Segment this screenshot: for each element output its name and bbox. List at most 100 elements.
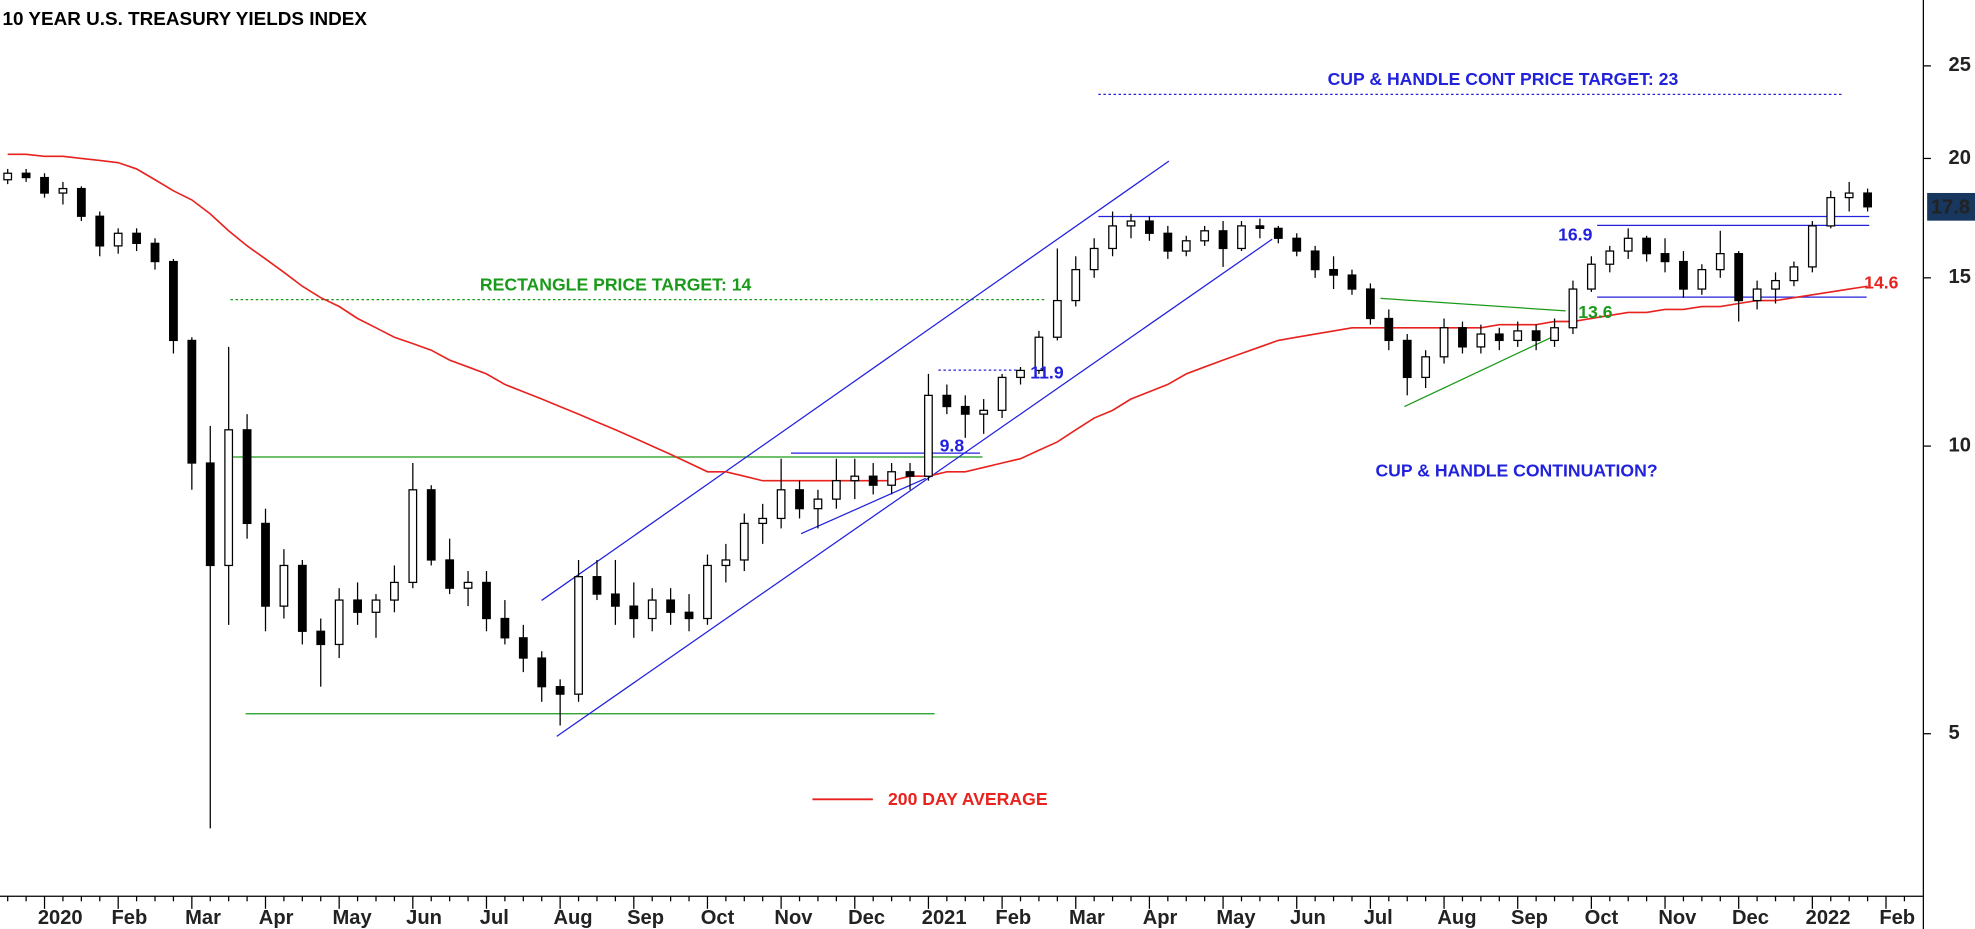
- x-tick-label: Sep: [627, 907, 664, 929]
- candle-body: [1218, 230, 1228, 250]
- y-tick-label: 5: [1949, 722, 1960, 744]
- candle-body: [1826, 196, 1836, 227]
- candle-body: [353, 599, 362, 613]
- candle-body: [647, 599, 657, 620]
- candle-body: [1365, 288, 1375, 320]
- x-tick-label: Dec: [848, 907, 885, 929]
- candle-body: [242, 429, 252, 525]
- candle-body: [1734, 253, 1744, 302]
- candle-body: [187, 339, 197, 464]
- candle-body: [1071, 268, 1081, 302]
- x-tick-label: Aug: [1437, 907, 1476, 929]
- candle-body: [113, 232, 123, 247]
- candle-body: [58, 187, 68, 194]
- candle-body: [132, 232, 142, 244]
- candle-body: [1163, 232, 1173, 252]
- chart-title: 10 YEAR U.S. TREASURY YIELDS INDEX: [3, 9, 368, 30]
- candle-body: [721, 559, 731, 567]
- candle-body: [1660, 253, 1670, 263]
- candle-body: [1347, 274, 1357, 290]
- candle-body: [150, 242, 160, 263]
- candle-body: [1513, 330, 1523, 342]
- candle-body: [703, 564, 712, 620]
- candle-body: [224, 429, 234, 567]
- y-tick-label: 15: [1949, 266, 1971, 288]
- candle-body: [1642, 237, 1652, 255]
- y-tick-label: 10: [1949, 434, 1971, 456]
- candle-body: [979, 409, 989, 415]
- x-tick-label: Feb: [111, 907, 147, 929]
- candle-body: [887, 471, 897, 486]
- x-tick-label: Jun: [406, 907, 442, 929]
- x-tick-label: Apr: [1143, 907, 1178, 929]
- x-tick-label: Apr: [259, 907, 294, 929]
- candle-body: [1439, 327, 1449, 358]
- candle-body: [850, 475, 860, 482]
- candle-body: [371, 599, 381, 613]
- candle-body: [1108, 225, 1117, 250]
- x-tick-label: Oct: [701, 907, 735, 929]
- candle-body: [868, 475, 878, 486]
- level-label: 11.9: [1030, 363, 1064, 383]
- x-tick-label: Jul: [480, 907, 509, 929]
- candle-body: [942, 394, 952, 408]
- candle-body: [1145, 220, 1154, 234]
- candle-body: [831, 480, 841, 500]
- level-label: 9.8: [940, 436, 965, 456]
- candle-body: [1623, 237, 1633, 252]
- candle-body: [666, 599, 676, 613]
- candle-body: [1494, 333, 1504, 342]
- candle-body: [482, 581, 491, 620]
- candle-body: [1329, 268, 1338, 276]
- candle-body: [610, 593, 620, 607]
- candle-body: [1679, 260, 1688, 290]
- candle-body: [21, 172, 31, 179]
- x-tick-label: Feb: [1879, 907, 1915, 929]
- x-tick-label: Jul: [1364, 907, 1393, 929]
- candle-body: [1752, 288, 1762, 302]
- annotation: CUP & HANDLE CONT PRICE TARGET: 23: [1328, 69, 1679, 89]
- candle-body: [1715, 253, 1725, 271]
- candle-body: [555, 686, 565, 695]
- x-tick-label: 2022: [1806, 907, 1851, 929]
- level-label: 13.6: [1578, 302, 1612, 322]
- candle-body: [445, 559, 455, 589]
- candle-body: [1421, 356, 1431, 379]
- trend-line: [800, 477, 927, 535]
- x-tick-label: Oct: [1585, 907, 1619, 929]
- candle-body: [40, 176, 49, 194]
- x-tick-label: Nov: [774, 907, 813, 929]
- x-tick-label: Feb: [995, 907, 1031, 929]
- candle-body: [776, 489, 786, 520]
- candle-body: [316, 630, 326, 646]
- candle-body: [1255, 225, 1265, 229]
- x-tick-label: May: [332, 907, 372, 929]
- candle-body: [592, 576, 602, 595]
- triangle-line: [1380, 297, 1566, 312]
- candle-body: [205, 462, 215, 567]
- candle-body: [1034, 336, 1044, 372]
- y-tick-label: 20: [1949, 147, 1971, 169]
- candle-body: [1458, 327, 1467, 348]
- candle-body: [1568, 288, 1578, 329]
- candle-body: [408, 489, 418, 584]
- candle-body: [1476, 333, 1486, 348]
- candle-body: [1089, 247, 1099, 271]
- candle-body: [924, 394, 933, 477]
- candle-body: [463, 581, 473, 589]
- candle-body: [795, 489, 804, 510]
- x-tick-label: Dec: [1732, 907, 1769, 929]
- triangle-line: [1404, 334, 1558, 408]
- channel-line: [556, 238, 1273, 737]
- candle-body: [169, 260, 178, 342]
- candle-body: [518, 637, 528, 659]
- candle-body: [758, 517, 768, 525]
- candle-body: [1181, 240, 1191, 252]
- candle-body: [1789, 266, 1799, 282]
- moving-average-line: [7, 153, 1868, 482]
- x-tick-label: Mar: [1069, 907, 1105, 929]
- candle-body: [1310, 250, 1320, 271]
